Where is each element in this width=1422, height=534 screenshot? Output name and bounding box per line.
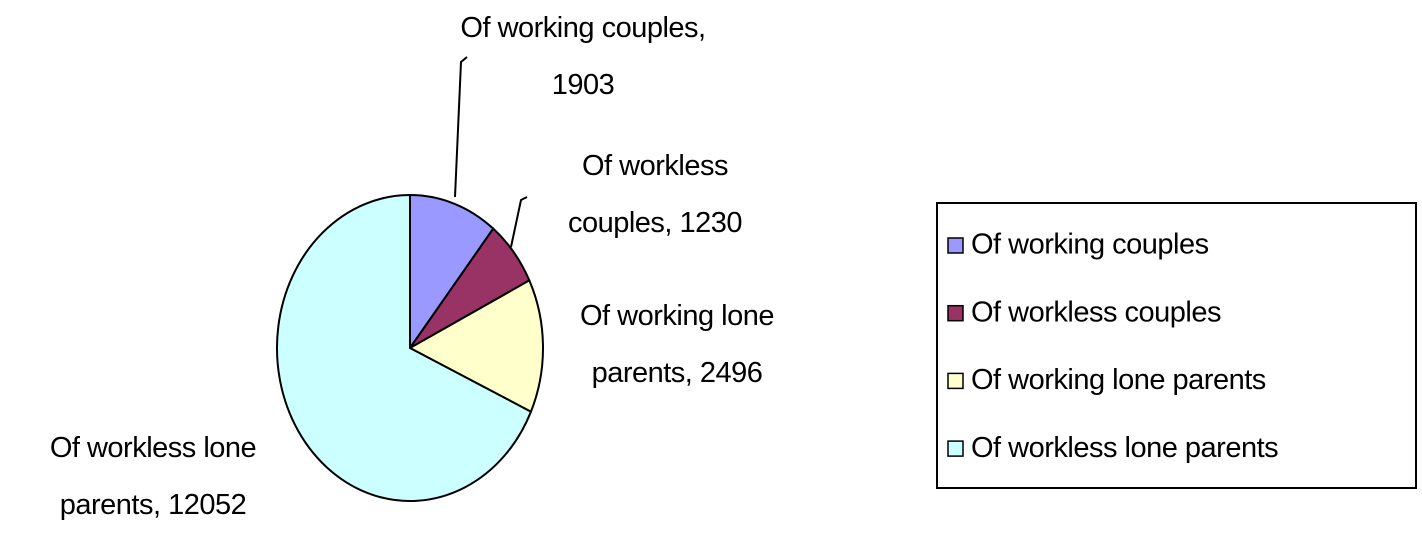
data-label: Of workless lone parents, 12052 — [49, 432, 257, 521]
legend-label: Of workless couples — [971, 296, 1221, 328]
legend-swatch — [947, 237, 964, 254]
pie-slice — [276, 193, 533, 502]
data-label: Of workless couples, 1230 — [567, 150, 743, 239]
legend-label: Of workless lone parents — [971, 432, 1278, 464]
legend-swatch — [947, 440, 964, 457]
legend-label: Of working couples — [971, 229, 1209, 261]
legend: Of working couples Of workless couples Of … — [947, 229, 1279, 464]
leader-line — [454, 56, 468, 198]
data-label: Of working lone parents, 2496 — [580, 300, 775, 389]
data-label: Of working couples, 1903 — [460, 12, 706, 101]
legend-box — [936, 202, 1417, 489]
legend-label: Of working lone parents — [971, 364, 1266, 396]
legend-swatch — [947, 304, 964, 322]
pie-slice — [409, 193, 495, 352]
pie-slice — [407, 279, 544, 414]
pie — [276, 193, 544, 502]
leader-line — [510, 196, 528, 248]
legend-swatch — [947, 372, 964, 390]
